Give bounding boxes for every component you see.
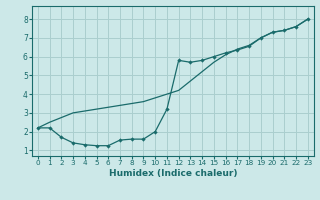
X-axis label: Humidex (Indice chaleur): Humidex (Indice chaleur) — [108, 169, 237, 178]
